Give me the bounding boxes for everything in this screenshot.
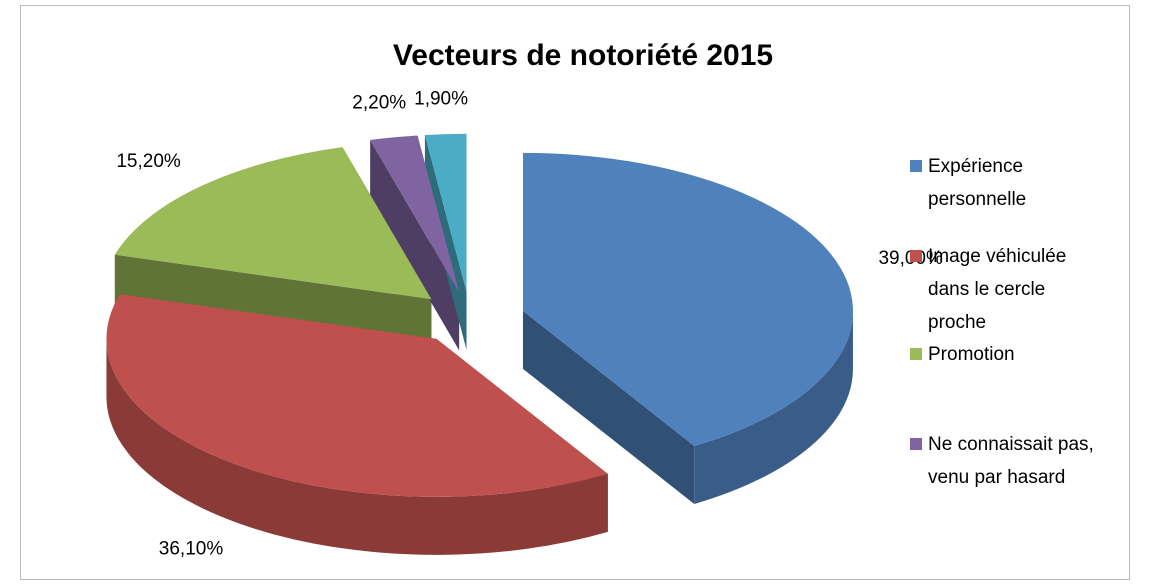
legend-label: Image véhiculée dans le cercle proche [928, 246, 1067, 333]
legend-swatch [910, 250, 922, 262]
legend-label: Expérience personnelle [928, 156, 1027, 210]
legend-swatch [910, 348, 922, 360]
slice [106, 294, 608, 497]
slice-outer-wall [106, 338, 608, 555]
legend-item: Expérience personnelle [910, 150, 1100, 216]
slice [522, 152, 853, 446]
data-label: 15,20% [116, 151, 181, 172]
legend-item: Image véhiculée dans le cercle proche [910, 240, 1100, 339]
legend-item: Promotion [910, 338, 1100, 371]
data-label: 36,10% [159, 539, 224, 560]
slice [370, 135, 460, 293]
chart-title: Vecteurs de notoriété 2015 [393, 39, 773, 72]
slice-tops [106, 133, 853, 497]
slice-wall [370, 140, 460, 351]
legend-label: Promotion [928, 344, 1015, 365]
legend-swatch [910, 438, 922, 450]
legend-item: Ne connaissait pas, venu par hasard [910, 428, 1100, 494]
data-label: 1,90% [414, 88, 468, 109]
legend-swatch [910, 160, 922, 172]
slice-wall [522, 310, 695, 504]
slice-outer-wall [694, 310, 853, 504]
slice [114, 147, 432, 300]
slice [424, 133, 467, 292]
legend-label: Ne connaissait pas, venu par hasard [928, 434, 1094, 488]
data-label: 2,20% [352, 92, 406, 113]
